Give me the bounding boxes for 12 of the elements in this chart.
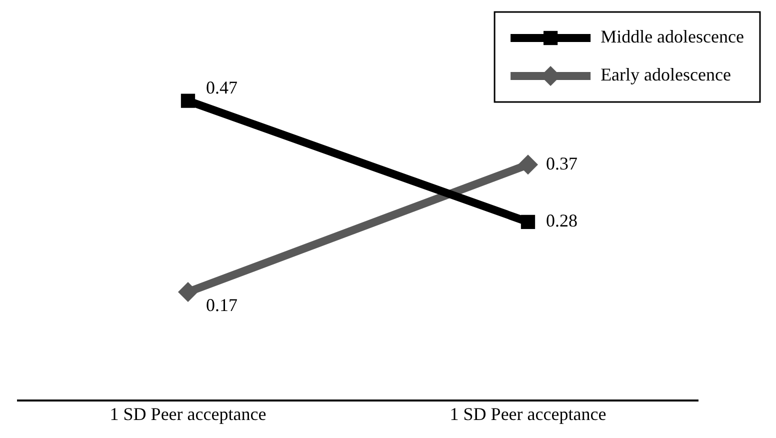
point — [520, 214, 536, 230]
legend-label: Early adolescence — [600, 64, 731, 85]
x-tick-label: 1 SD Peer acceptance — [450, 404, 606, 424]
legend-label: Middle adolescence — [600, 26, 744, 47]
point — [180, 94, 196, 108]
point — [178, 282, 198, 302]
data-label: 0.17 — [206, 294, 238, 315]
point — [518, 154, 538, 175]
data-label: 0.37 — [546, 153, 578, 174]
data-label: 0.28 — [546, 210, 578, 231]
x-tick-label: 1 SD Peer acceptance — [110, 404, 266, 424]
data-label: 0.47 — [206, 78, 238, 98]
